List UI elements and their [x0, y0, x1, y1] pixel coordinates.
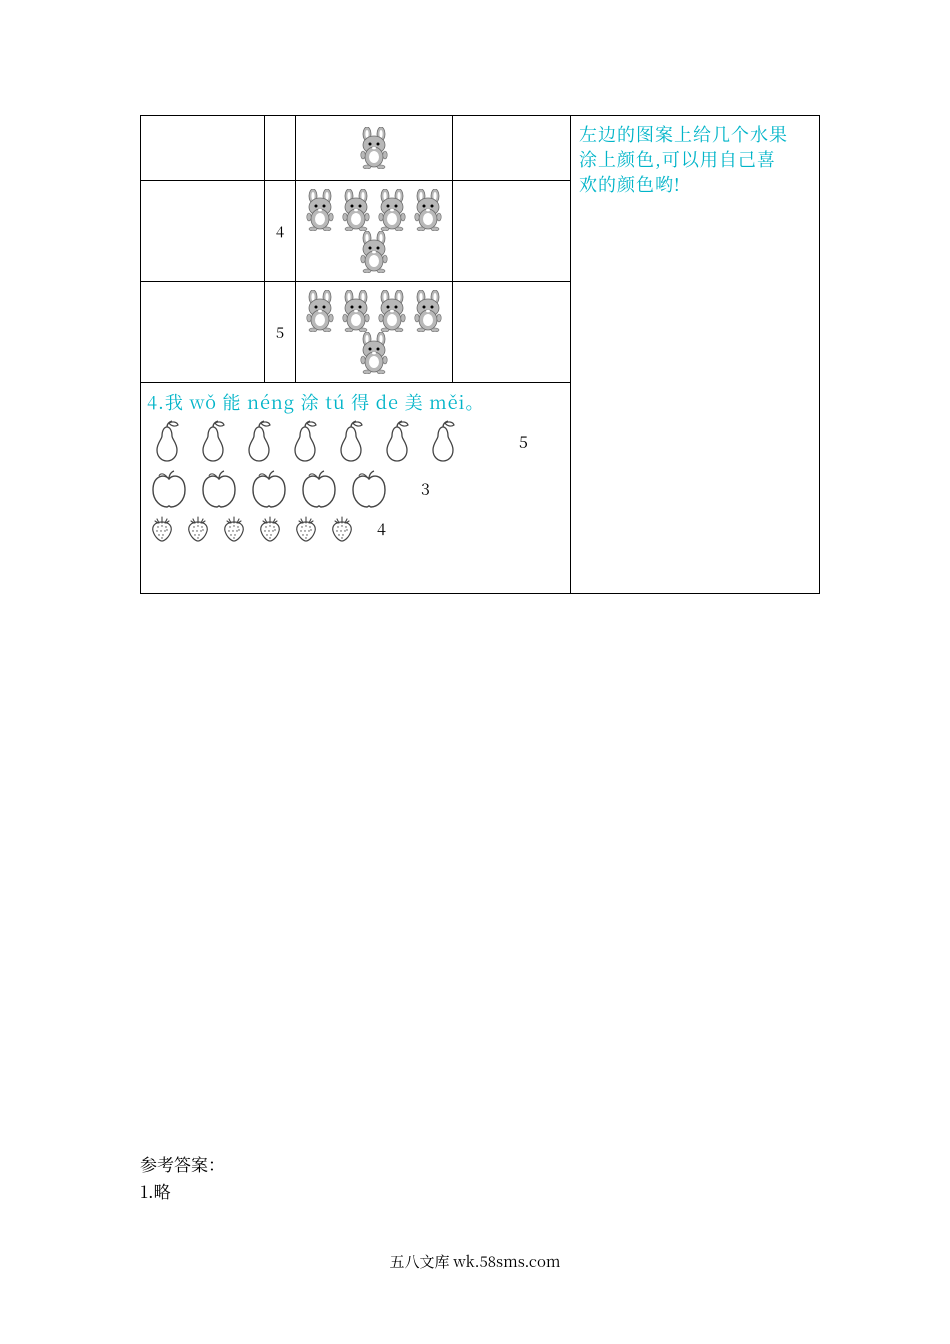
bunny-row-2-label: 4	[264, 181, 295, 281]
strawberry-row: 4	[147, 513, 564, 543]
bunny-icon	[375, 290, 409, 332]
apple-count: 3	[421, 477, 430, 500]
apple-items	[147, 467, 391, 509]
pear-icon	[377, 419, 417, 463]
bunny-row-1-label	[264, 116, 295, 180]
strawberry-icon	[147, 513, 177, 543]
bunny-group-1	[356, 127, 392, 169]
footer: 五八文库 wk.58sms.com	[0, 1251, 950, 1272]
apple-row: 3	[147, 467, 564, 509]
bunny-group-3	[300, 290, 448, 374]
bunny-row-3-label: 5	[264, 282, 295, 382]
pear-icon	[423, 419, 463, 463]
pear-icon	[239, 419, 279, 463]
apple-icon	[347, 467, 391, 509]
strawberry-items	[147, 513, 357, 543]
bunny-table: 4	[141, 116, 570, 382]
strawberry-icon	[327, 513, 357, 543]
strawberry-count: 4	[377, 517, 386, 540]
apple-icon	[247, 467, 291, 509]
strawberry-icon	[183, 513, 213, 543]
answer-block: 参考答案： 1.略	[140, 1150, 225, 1204]
bunny-row-3: 5	[141, 282, 570, 382]
strawberry-icon	[219, 513, 249, 543]
side-note-line-3: 欢的颜色哟!	[579, 172, 811, 197]
strawberry-icon	[291, 513, 321, 543]
bunny-icon	[357, 231, 391, 273]
pear-items	[147, 419, 463, 463]
bunny-icon	[411, 290, 445, 332]
bunny-row-2: 4	[141, 181, 570, 282]
pear-icon	[147, 419, 187, 463]
bunny-icon	[357, 127, 391, 169]
side-note: 左边的图案上给几个水果 涂上颜色,可以用自己喜 欢的颜色哟!	[579, 122, 811, 198]
apple-icon	[197, 467, 241, 509]
answer-heading: 参考答案：	[140, 1150, 225, 1177]
answer-line-1: 1.略	[140, 1177, 225, 1204]
bunny-icon	[303, 290, 337, 332]
bunny-icon	[411, 189, 445, 231]
side-note-line-2: 涂上颜色,可以用自己喜	[579, 147, 811, 172]
strawberry-icon	[255, 513, 285, 543]
question-4: 4.我 wǒ 能 néng 涂 tú 得 de 美 měi。 5	[141, 383, 570, 593]
bunny-group-2	[300, 189, 448, 273]
bunny-icon	[375, 189, 409, 231]
bunny-icon	[357, 332, 391, 374]
bunny-icon	[339, 189, 373, 231]
bunny-icon	[339, 290, 373, 332]
pear-count: 5	[519, 430, 528, 453]
apple-icon	[297, 467, 341, 509]
pear-icon	[285, 419, 325, 463]
side-note-line-1: 左边的图案上给几个水果	[579, 122, 811, 147]
question-4-title: 4.我 wǒ 能 néng 涂 tú 得 de 美 měi。	[147, 389, 564, 415]
apple-icon	[147, 467, 191, 509]
bunny-row-1	[141, 116, 570, 181]
bunny-icon	[303, 189, 337, 231]
pear-icon	[331, 419, 371, 463]
pear-row: 5	[147, 419, 564, 463]
pear-icon	[193, 419, 233, 463]
